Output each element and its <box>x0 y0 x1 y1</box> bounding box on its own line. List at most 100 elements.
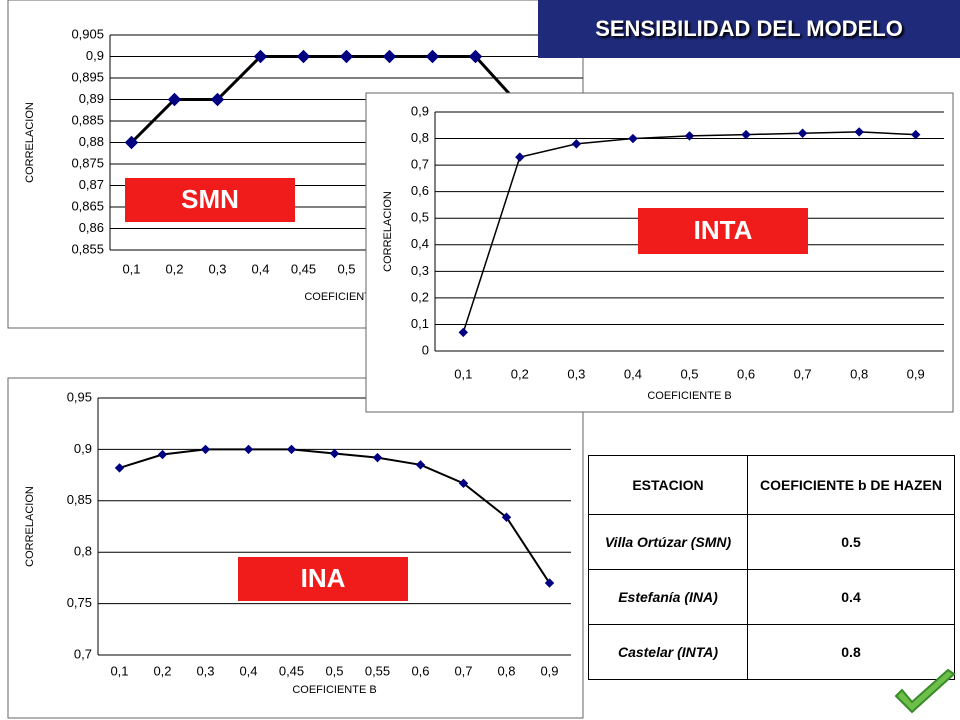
data-point <box>329 448 340 459</box>
results-table: ESTACION COEFICIENTE b DE HAZEN Villa Ort… <box>588 455 955 680</box>
x-tick-label: 0,5 <box>680 366 698 381</box>
y-tick-label: 0,5 <box>411 210 429 225</box>
y-tick-label: 0,87 <box>79 177 104 192</box>
x-tick-label: 0,55 <box>365 663 390 678</box>
data-point <box>124 135 139 150</box>
badge-label: INA <box>301 563 346 593</box>
data-point <box>157 449 168 460</box>
chart: 0 0,1 0,2 0,3 0,4 0,5 0,6 0,7 0,8 0,9 0,1 0,2 0,3 0,4… <box>365 92 954 413</box>
y-axis-label: CORRELACION <box>24 486 36 567</box>
data-point <box>458 327 468 338</box>
badge <box>238 557 408 601</box>
y-axis-label: CORRELACION <box>24 102 36 183</box>
y-tick-label: 0,88 <box>79 134 104 149</box>
x-tick-label: 0,1 <box>110 663 128 678</box>
cell: 0.8 <box>747 624 955 680</box>
y-tick-label: 0,95 <box>67 389 92 404</box>
data-point <box>544 578 555 588</box>
chart-frame <box>7 377 584 719</box>
x-tick-label: 0,4 <box>239 663 257 678</box>
data-point <box>468 49 483 64</box>
header-cell: COEFICIENTE b DE HAZEN <box>747 455 955 515</box>
data-point <box>210 92 225 107</box>
y-tick-label: 0,7 <box>411 157 429 172</box>
x-tick-label: 0,3 <box>208 261 226 276</box>
data-point <box>415 460 426 470</box>
data-point <box>911 129 921 140</box>
data-point <box>571 139 582 149</box>
x-tick-label: 0,9 <box>540 663 558 678</box>
x-tick-label: 0,3 <box>567 366 585 381</box>
chart: 0,7 0,75 0,8 0,85 0,9 0,95 0,1 0,2 0,3 0,4 0,45 0,5… <box>7 377 584 719</box>
data-point <box>243 444 254 455</box>
y-tick-label: 0,895 <box>71 69 104 84</box>
data-point <box>797 128 808 138</box>
x-tick-label: 0,6 <box>411 663 429 678</box>
y-tick-label: 0,9 <box>411 103 429 118</box>
y-tick-label: 0,7 <box>74 646 92 661</box>
y-tick-label: 0,86 <box>79 220 104 235</box>
x-tick-label: 0,45 <box>279 663 304 678</box>
data-point <box>253 49 268 64</box>
cell: Villa Ortúzar (SMN) <box>588 514 748 570</box>
cell: Estefanía (INA) <box>588 569 748 625</box>
y-tick-label: 0,8 <box>74 544 92 559</box>
data-point <box>425 49 440 64</box>
badge <box>638 208 808 254</box>
x-tick-label: 0,8 <box>850 366 868 381</box>
x-tick-label: 0,9 <box>907 366 925 381</box>
y-tick-label: 0,4 <box>411 236 429 251</box>
y-tick-label: 0,875 <box>71 155 104 170</box>
badge <box>125 178 295 222</box>
x-tick-label: 0,7 <box>454 663 472 678</box>
data-point <box>167 92 182 107</box>
y-tick-label: 0,75 <box>67 595 92 610</box>
y-tick-label: 0,6 <box>411 183 429 198</box>
x-axis-label: COEFICIENTE B <box>292 684 376 696</box>
data-point <box>684 131 695 141</box>
y-tick-label: 0,8 <box>411 130 429 145</box>
y-tick-label: 0,885 <box>71 112 104 127</box>
header-cell: ESTACION <box>588 455 748 515</box>
y-tick-label: 0,3 <box>411 263 429 278</box>
x-tick-label: 0,5 <box>325 663 343 678</box>
badge-label: SMN <box>181 184 239 214</box>
cell: Castelar (INTA) <box>588 624 748 680</box>
y-tick-label: 0,85 <box>67 492 92 507</box>
x-tick-label: 0,5 <box>337 261 355 276</box>
data-point <box>114 463 125 473</box>
badge-label: INTA <box>694 215 753 245</box>
data-point <box>200 444 211 455</box>
y-tick-label: 0,855 <box>71 241 104 256</box>
data-point <box>339 49 354 64</box>
x-tick-label: 0,1 <box>122 261 140 276</box>
y-tick-label: 0,1 <box>411 316 429 331</box>
x-tick-label: 0,4 <box>624 366 642 381</box>
x-axis-label: COEFICIENTE B <box>647 390 731 402</box>
cell: 0.4 <box>747 569 955 625</box>
data-point <box>382 49 397 64</box>
y-tick-label: 0,2 <box>411 289 429 304</box>
y-tick-label: 0,89 <box>79 91 104 106</box>
x-tick-label: 0,6 <box>737 366 755 381</box>
slide-title: SENSIBILIDAD DEL MODELO <box>538 0 960 58</box>
y-axis-label: CORRELACION <box>382 191 394 272</box>
x-tick-label: 0,7 <box>794 366 812 381</box>
x-tick-label: 0,2 <box>511 366 529 381</box>
y-tick-label: 0,865 <box>71 198 104 213</box>
x-tick-label: 0,45 <box>291 261 316 276</box>
x-tick-label: 0,2 <box>165 261 183 276</box>
data-point <box>458 478 469 489</box>
y-tick-label: 0,9 <box>86 48 104 63</box>
cell: 0.5 <box>747 514 955 570</box>
data-point <box>628 133 638 144</box>
data-point <box>741 129 751 140</box>
y-tick-label: 0,905 <box>71 26 104 41</box>
x-tick-label: 0,3 <box>196 663 214 678</box>
x-tick-label: 0,4 <box>251 261 269 276</box>
y-tick-label: 0,9 <box>74 441 92 456</box>
data-point <box>372 452 383 463</box>
x-tick-label: 0,8 <box>497 663 515 678</box>
data-point <box>296 49 311 64</box>
